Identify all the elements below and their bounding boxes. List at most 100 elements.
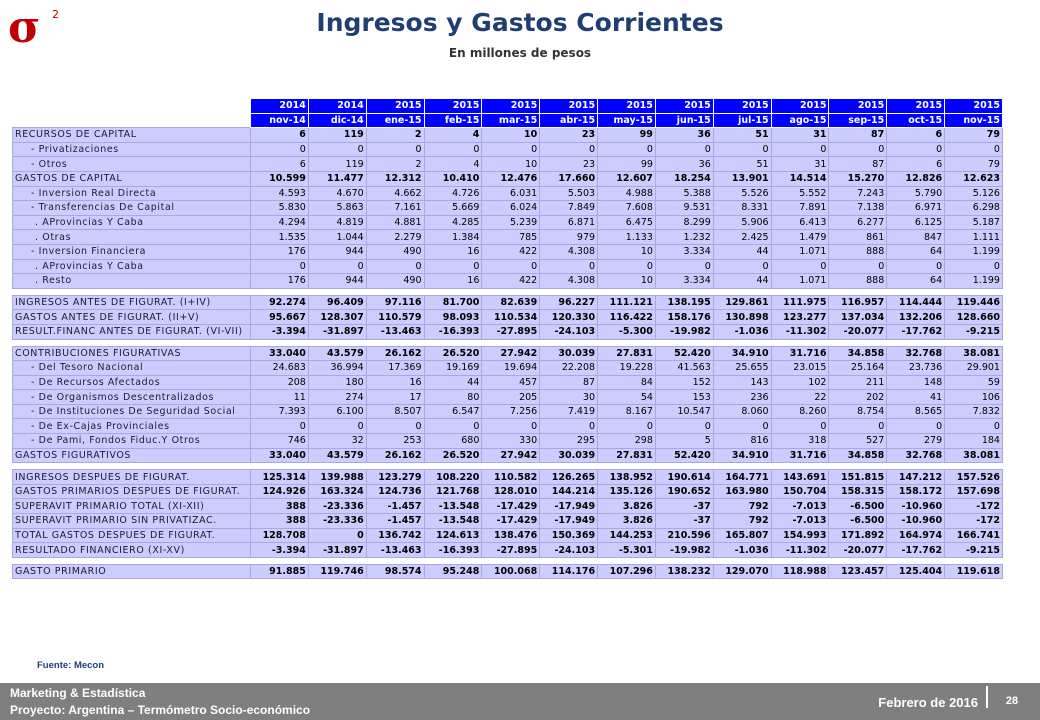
table-row: - Inversion Financiera 176 944 490 16 422 4.30… xyxy=(12,243,1003,260)
value-cell: 135.126 xyxy=(597,483,656,500)
value-cell: 98.093 xyxy=(423,309,483,325)
value-cell: 38.081 xyxy=(944,447,1003,464)
value-cell: 2.425 xyxy=(712,229,772,245)
value-cell: 205 xyxy=(481,389,541,405)
value-cell: 253 xyxy=(365,433,425,449)
table-row: - Otros 6 119 2 4 10 23 99 36 51 31 87 6 79 xyxy=(12,156,1003,172)
value-cell: 163.324 xyxy=(307,483,367,500)
value-cell: 157.526 xyxy=(944,469,1003,485)
value-cell: 138.195 xyxy=(654,294,714,311)
value-cell: 82.639 xyxy=(481,294,541,311)
value-cell: 7.419 xyxy=(539,403,599,420)
value-cell: 0 xyxy=(712,141,772,158)
value-cell: 888 xyxy=(828,243,888,260)
value-cell: 26.520 xyxy=(423,345,483,362)
table-row: SUPERAVIT PRIMARIO SIN PRIVATIZAC. 388 -23… xyxy=(12,513,1003,529)
row-label: - De Recursos Afectados xyxy=(12,374,251,391)
table-row: GASTOS ANTES DE FIGURAT. (II+V) 95.667 128… xyxy=(12,309,1003,325)
value-cell: -16.393 xyxy=(423,542,483,558)
value-cell: 119.618 xyxy=(944,563,1003,580)
value-cell: 2 xyxy=(365,156,425,172)
value-cell: 0 xyxy=(654,418,714,435)
separator-row xyxy=(12,339,1003,346)
value-cell: 27.831 xyxy=(597,345,656,362)
value-cell: 1.199 xyxy=(944,243,1003,260)
month-header-cell: feb-15 xyxy=(423,112,483,129)
value-cell: 0 xyxy=(712,418,772,435)
value-cell: -6.500 xyxy=(828,513,888,529)
row-label: CONTRIBUCIONES FIGURATIVAS xyxy=(12,345,251,362)
value-cell: 128.708 xyxy=(250,527,309,544)
value-cell: 7.138 xyxy=(828,200,888,216)
month-header-cell: may-15 xyxy=(597,112,656,129)
year-header-cell: 2015 xyxy=(712,98,772,114)
value-cell: 17.660 xyxy=(539,170,599,187)
value-cell: 124.613 xyxy=(423,527,483,544)
value-cell: 0 xyxy=(539,141,599,158)
value-cell: -17.429 xyxy=(481,498,541,515)
value-cell: 130.898 xyxy=(712,309,772,325)
value-cell: 98.574 xyxy=(365,563,425,580)
value-cell: 0 xyxy=(481,258,541,275)
value-cell: 298 xyxy=(597,433,656,449)
year-header-cell: 2015 xyxy=(365,98,425,114)
value-cell: 888 xyxy=(828,273,888,289)
value-cell: 121.768 xyxy=(423,483,483,500)
value-cell: 10.410 xyxy=(423,170,483,187)
value-cell: 23 xyxy=(539,156,599,172)
value-cell: -1.457 xyxy=(365,513,425,529)
value-cell: 32.768 xyxy=(886,345,946,362)
value-cell: -17.949 xyxy=(539,498,599,515)
value-cell: 23.736 xyxy=(886,360,946,376)
row-label: GASTOS PRIMARIOS DESPUES DE FIGURAT. xyxy=(12,483,251,500)
value-cell: -3.394 xyxy=(250,323,309,340)
value-cell: 24.683 xyxy=(250,360,309,376)
value-cell: 1.133 xyxy=(597,229,656,245)
separator-row xyxy=(12,288,1003,296)
value-cell: 31.716 xyxy=(770,345,830,362)
value-cell: -1.036 xyxy=(712,323,772,340)
year-header-row: 2014 2014 2015 2015 2015 2015 2015 2015 2015 2015… xyxy=(12,98,1003,114)
value-cell: 164.974 xyxy=(886,527,946,544)
value-cell: 4.308 xyxy=(539,243,599,260)
value-cell: 3.826 xyxy=(597,513,656,529)
page-title: Ingresos y Gastos Corrientes xyxy=(316,8,724,37)
value-cell: 5.830 xyxy=(250,200,309,216)
value-cell: 110.579 xyxy=(365,309,425,325)
table-row: . Resto 176 944 490 16 422 4.308 10 3.334 44 1.071… xyxy=(12,273,1003,289)
value-cell: 147.212 xyxy=(886,469,946,485)
value-cell: -19.982 xyxy=(654,542,714,558)
table-row: - De Ex-Cajas Provinciales 0 0 0 0 0 0 0 0 0 0 0 0 0 xyxy=(12,418,1003,435)
table-row: INGRESOS ANTES DE FIGURAT. (I+IV) 92.274 9… xyxy=(12,294,1003,311)
value-cell: 51 xyxy=(712,127,772,143)
value-cell: 861 xyxy=(828,229,888,245)
table-row: . AProvincias Y Caba 0 0 0 0 0 0 0 0 0 0 0 0 0 xyxy=(12,258,1003,275)
value-cell: 4.881 xyxy=(365,214,425,231)
value-cell: 5.863 xyxy=(307,200,367,216)
row-label: GASTOS ANTES DE FIGURAT. (II+V) xyxy=(12,309,251,325)
value-cell: 6.277 xyxy=(828,214,888,231)
value-cell: 128.660 xyxy=(944,309,1003,325)
value-cell: 132.206 xyxy=(886,309,946,325)
value-cell: 176 xyxy=(250,243,309,260)
value-cell: 139.988 xyxy=(307,469,367,485)
value-cell: 171.892 xyxy=(828,527,888,544)
month-header-cell: jun-15 xyxy=(654,112,714,129)
value-cell: 6.413 xyxy=(770,214,830,231)
value-cell: 10.547 xyxy=(654,403,714,420)
value-cell: 4.294 xyxy=(250,214,309,231)
value-cell: 163.980 xyxy=(712,483,772,500)
value-cell: 44 xyxy=(712,243,772,260)
value-cell: 114.444 xyxy=(886,294,946,311)
value-cell: 0 xyxy=(539,418,599,435)
value-cell: 0 xyxy=(770,258,830,275)
value-cell: -37 xyxy=(654,513,714,529)
row-label: INGRESOS DESPUES DE FIGURAT. xyxy=(12,469,251,485)
value-cell: 12.623 xyxy=(944,170,1003,187)
value-cell: 792 xyxy=(712,498,772,515)
value-cell: -13.548 xyxy=(423,513,483,529)
value-cell: 12.476 xyxy=(481,170,541,187)
value-cell: 4.988 xyxy=(597,185,656,202)
value-cell: -9.215 xyxy=(944,323,1003,340)
value-cell: 51 xyxy=(712,156,772,172)
